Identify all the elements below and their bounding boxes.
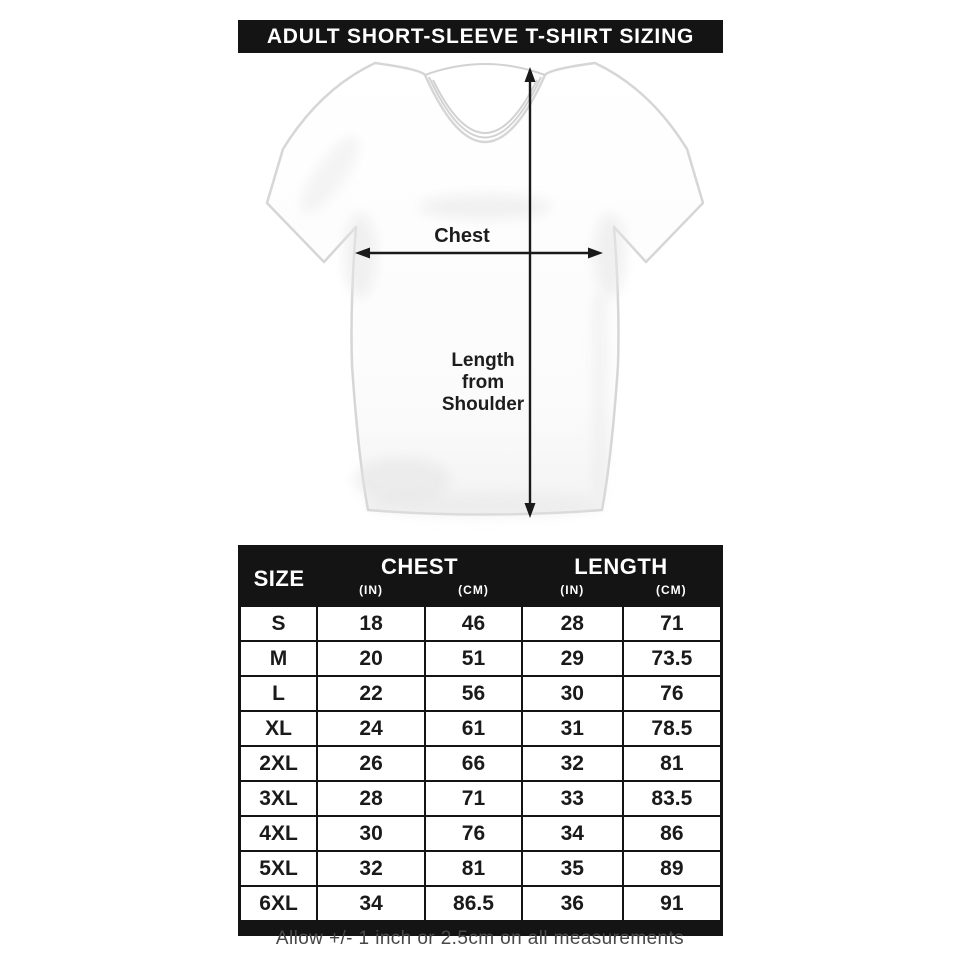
chest-in-cell: 28 [316, 780, 427, 817]
length-in-cell: 30 [520, 675, 624, 712]
length-in-cell: 31 [520, 710, 624, 747]
table-row-3xl: 3XL 28 71 33 83.5 [238, 780, 723, 817]
chest-in-cell: 18 [316, 605, 427, 642]
chest-in-cell: 24 [316, 710, 427, 747]
table-row-m: M 20 51 29 73.5 [238, 640, 723, 677]
title-text: ADULT SHORT-SLEEVE T-SHIRT SIZING [266, 24, 695, 48]
size-table: SIZE CHEST LENGTH (IN) (CM) (IN) (CM) S … [238, 545, 723, 923]
tshirt-illustration [265, 61, 705, 518]
chest-in-cell: 22 [316, 675, 427, 712]
size-cell: 4XL [238, 815, 319, 852]
chest-in-cell: 26 [316, 745, 427, 782]
header-chest-in: (IN) [317, 582, 426, 606]
title-bar: ADULT SHORT-SLEEVE T-SHIRT SIZING [238, 20, 723, 53]
table-row-2xl: 2XL 26 66 32 81 [238, 745, 723, 782]
size-cell: 5XL [238, 850, 319, 887]
length-label-line2: from [461, 372, 505, 393]
chest-cm-cell: 71 [424, 780, 523, 817]
size-cell: 2XL [238, 745, 319, 782]
size-cell: S [238, 605, 319, 642]
length-in-cell: 28 [520, 605, 624, 642]
chest-cm-cell: 46 [424, 605, 523, 642]
header-length-in: (IN) [521, 582, 623, 606]
chest-cm-cell: 66 [424, 745, 523, 782]
chest-cm-cell: 51 [424, 640, 523, 677]
length-in-cell: 32 [520, 745, 624, 782]
length-in-cell: 34 [520, 815, 624, 852]
chest-measure-label: Chest [434, 225, 490, 247]
header-length: LENGTH [521, 546, 722, 582]
chest-cm-cell: 56 [424, 675, 523, 712]
header-chest: CHEST [317, 546, 522, 582]
size-table-container: SIZE CHEST LENGTH (IN) (CM) (IN) (CM) S … [238, 545, 723, 936]
size-table-body: S 18 46 28 71 M 20 51 29 73.5 L 22 56 30… [238, 605, 723, 923]
length-cm-cell: 89 [621, 850, 723, 887]
length-cm-cell: 78.5 [621, 710, 723, 747]
length-cm-cell: 81 [621, 745, 723, 782]
tshirt-shading [301, 136, 626, 517]
size-cell: XL [238, 710, 319, 747]
chest-in-cell: 20 [316, 640, 427, 677]
length-in-cell: 35 [520, 850, 624, 887]
table-row-xl: XL 24 61 31 78.5 [238, 710, 723, 747]
header-size: SIZE [239, 546, 318, 606]
chest-cm-cell: 86.5 [424, 885, 523, 923]
size-table-header: SIZE CHEST LENGTH (IN) (CM) (IN) (CM) [239, 546, 722, 606]
size-cell: 6XL [238, 885, 319, 923]
chest-in-cell: 34 [316, 885, 427, 923]
length-in-cell: 33 [520, 780, 624, 817]
table-row-l: L 22 56 30 76 [238, 675, 723, 712]
tshirt-shape [265, 61, 705, 516]
tolerance-note: Allow +/- 1 inch or 2.5cm on all measure… [275, 928, 685, 949]
chest-in-cell: 30 [316, 815, 427, 852]
size-cell: M [238, 640, 319, 677]
table-row-6xl: 6XL 34 86.5 36 91 [238, 885, 723, 923]
length-label-line3: Shoulder [441, 394, 525, 415]
table-footer-bar [238, 923, 723, 936]
length-arrow [524, 67, 536, 518]
header-chest-cm: (CM) [425, 582, 522, 606]
chest-cm-cell: 61 [424, 710, 523, 747]
length-cm-cell: 83.5 [621, 780, 723, 817]
table-row-s: S 18 46 28 71 [238, 605, 723, 642]
length-cm-cell: 76 [621, 675, 723, 712]
chest-cm-cell: 76 [424, 815, 523, 852]
tshirt-diagram: Chest Length from Shoulder [0, 55, 960, 543]
collar [424, 63, 546, 139]
chest-in-cell: 32 [316, 850, 427, 887]
length-in-cell: 36 [520, 885, 624, 923]
table-row-4xl: 4XL 30 76 34 86 [238, 815, 723, 852]
chest-arrow [355, 247, 603, 259]
length-cm-cell: 86 [621, 815, 723, 852]
length-label-line1: Length [451, 350, 515, 371]
length-cm-cell: 73.5 [621, 640, 723, 677]
size-cell: L [238, 675, 319, 712]
size-cell: 3XL [238, 780, 319, 817]
length-cm-cell: 71 [621, 605, 723, 642]
chest-cm-cell: 81 [424, 850, 523, 887]
header-length-cm: (CM) [622, 582, 722, 606]
table-row-5xl: 5XL 32 81 35 89 [238, 850, 723, 887]
length-in-cell: 29 [520, 640, 624, 677]
length-cm-cell: 91 [621, 885, 723, 923]
length-measure-label: Length from Shoulder [442, 350, 524, 416]
